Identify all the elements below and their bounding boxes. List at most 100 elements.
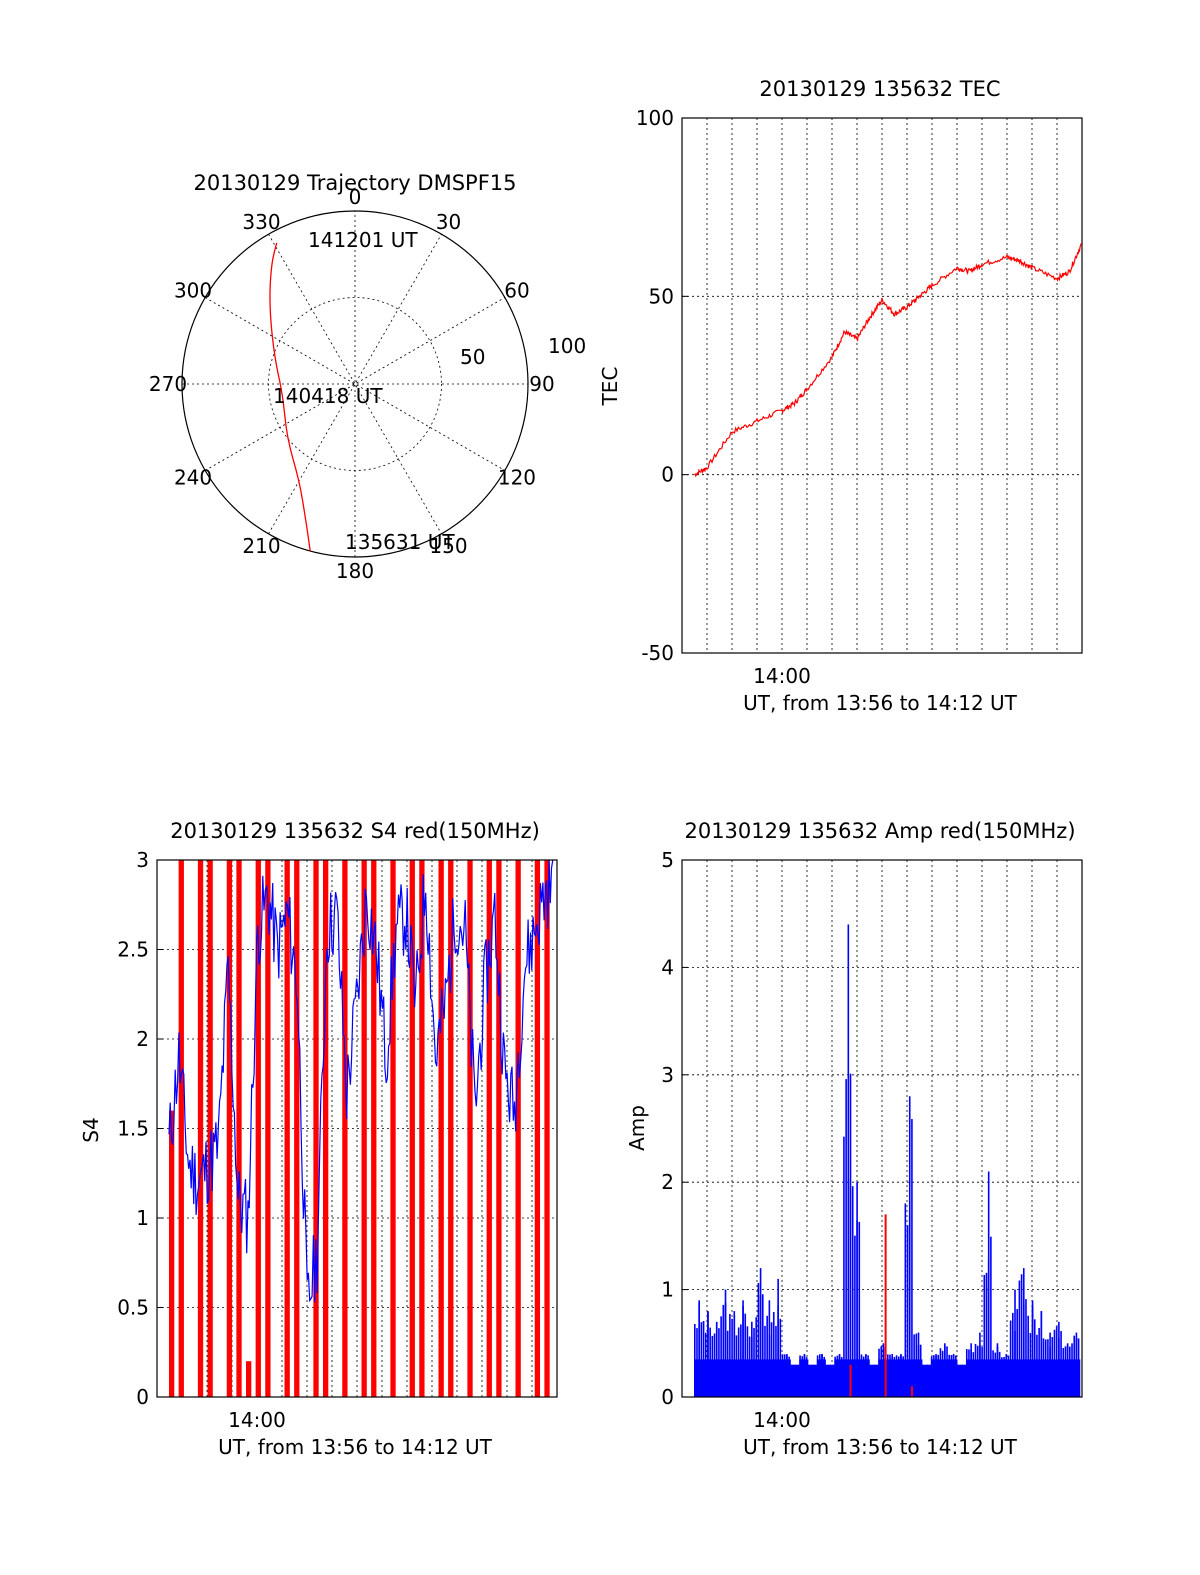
amp-blue-spike xyxy=(911,1119,913,1397)
amp-red-mark xyxy=(849,1364,852,1397)
amp-blue-peak xyxy=(952,1354,955,1397)
amp-blue-spike xyxy=(981,1347,983,1397)
s4-red-mark xyxy=(207,860,213,1397)
amp-blue-spike xyxy=(836,1355,839,1397)
amp-blue-spike xyxy=(764,1325,766,1397)
amp-blue-spike xyxy=(937,1354,940,1397)
s4-red-mark xyxy=(294,860,300,1397)
amp-blue-spike xyxy=(930,1356,933,1397)
amp-blue-spike xyxy=(746,1326,749,1397)
amp-blue-peak xyxy=(759,1268,762,1397)
amp-red-mark xyxy=(910,1386,913,1397)
amp-blue-spike xyxy=(965,1349,968,1397)
polar-radial-label: 50 xyxy=(460,345,485,369)
amp-blue-peak xyxy=(1040,1311,1043,1397)
amp-blue-peak xyxy=(882,1343,885,1397)
amp-blue-peak xyxy=(944,1343,946,1397)
s4-red-mark xyxy=(534,860,541,1397)
amp-blue-peak xyxy=(961,1364,964,1397)
trajectory-mid-label: 140418 UT xyxy=(273,384,383,408)
amp-blue-spike xyxy=(849,1073,852,1397)
polar-trajectory-panel: 20130129 Trajectory DMSPF15 0 30 60 90 120 15… xyxy=(149,171,586,583)
amp-blue-spike xyxy=(797,1364,799,1397)
amp-blue-peak xyxy=(1075,1332,1078,1397)
s4-red-mark xyxy=(265,860,271,1397)
amp-blue-peak xyxy=(935,1354,937,1397)
amp-blue-spike xyxy=(946,1346,948,1397)
s4-red-mark xyxy=(486,860,492,1397)
amp-blue-peak xyxy=(768,1300,771,1397)
amp-blue-peak xyxy=(1005,1354,1008,1397)
amp-blue-peak xyxy=(865,1354,867,1397)
amp-ytick-label: 0 xyxy=(661,1385,674,1409)
amp-blue-spike xyxy=(840,1357,843,1397)
s4-ytick-label: 2.5 xyxy=(117,938,149,962)
s4-ytick-label: 3 xyxy=(136,848,149,872)
amp-blue-spike xyxy=(990,1236,992,1397)
amp-blue-spike xyxy=(1020,1274,1023,1397)
s4-red-mark xyxy=(226,860,233,1397)
amp-blue-peak xyxy=(707,1311,709,1397)
amp-blue-spike xyxy=(704,1332,707,1397)
amp-blue-spike xyxy=(904,1203,907,1397)
amp-blue-spike xyxy=(810,1364,812,1397)
amp-blue-peak xyxy=(873,1364,876,1397)
amp-blue-spike xyxy=(779,1318,782,1397)
amp-blue-peak xyxy=(979,1332,981,1397)
amp-blue-peak xyxy=(1031,1300,1034,1397)
amp-blue-spike xyxy=(1009,1320,1012,1397)
amp-blue-spike xyxy=(718,1328,720,1397)
amp-blue-spike xyxy=(954,1355,957,1397)
amp-blue-spike xyxy=(919,1344,922,1397)
polar-radial-label: 100 xyxy=(548,334,586,358)
s4-red-mark xyxy=(255,860,261,1397)
s4-red-mark xyxy=(284,860,290,1397)
amp-blue-spike xyxy=(1077,1338,1080,1397)
s4-red-mark xyxy=(197,860,204,1397)
amp-blue-peak xyxy=(812,1364,815,1397)
amp-blue-spike xyxy=(1060,1331,1062,1397)
amp-blue-spike xyxy=(788,1356,790,1397)
amp-blue-spike xyxy=(845,1079,847,1397)
s4-red-mark xyxy=(371,860,377,1397)
amp-blue-spike xyxy=(1029,1332,1032,1397)
polar-angle-label: 180 xyxy=(336,559,374,583)
polar-angle-label: 120 xyxy=(498,466,536,490)
amp-blue-spike xyxy=(722,1304,725,1397)
amp-blue-peak xyxy=(698,1300,700,1397)
polar-angle-label: 0 xyxy=(349,185,362,209)
amp-blue-spike xyxy=(998,1351,1001,1397)
amp-blue-spike xyxy=(781,1354,784,1397)
amp-plot-frame xyxy=(681,859,1083,1398)
amp-blue-spike xyxy=(939,1348,942,1397)
amp-blue-spike xyxy=(783,1354,786,1397)
amp-blue-peak xyxy=(742,1300,744,1397)
tec-xlabel: UT, from 13:56 to 14:12 UT xyxy=(743,691,1018,715)
amp-blue-spike xyxy=(735,1335,738,1397)
amp-blue-spike xyxy=(862,1356,865,1397)
s4-ytick-label: 0.5 xyxy=(117,1296,149,1320)
s4-red-mark xyxy=(246,1361,252,1397)
polar-angle-label: 300 xyxy=(174,279,212,303)
amp-blue-spike xyxy=(915,1333,918,1397)
tec-plot-frame xyxy=(681,117,1083,654)
amp-blue-spike xyxy=(972,1352,975,1397)
amp-blue-spike xyxy=(790,1364,793,1397)
amp-blue-spike xyxy=(893,1356,896,1397)
s4-title: 20130129 135632 S4 red(150MHz) xyxy=(170,819,540,843)
s4-red-mark xyxy=(448,860,454,1397)
amp-blue-peak xyxy=(786,1354,788,1397)
s4-ytick-label: 0 xyxy=(136,1385,149,1409)
amp-blue-spike xyxy=(1016,1309,1018,1397)
s4-blue-series-line xyxy=(168,859,554,1303)
polar-angle-label: 330 xyxy=(242,210,280,234)
amp-blue-spike xyxy=(1055,1326,1058,1397)
amp-blue-peak xyxy=(751,1321,753,1397)
amp-blue-spike xyxy=(992,1350,994,1397)
amp-blue-spike xyxy=(770,1322,773,1397)
amp-ytick-label: 4 xyxy=(661,955,674,979)
amp-blue-spike xyxy=(1025,1299,1027,1397)
s4-xtick-label: 14:00 xyxy=(228,1408,286,1432)
amp-xtick-label: 14:00 xyxy=(753,1408,811,1432)
polar-angle-label: 150 xyxy=(429,534,467,558)
